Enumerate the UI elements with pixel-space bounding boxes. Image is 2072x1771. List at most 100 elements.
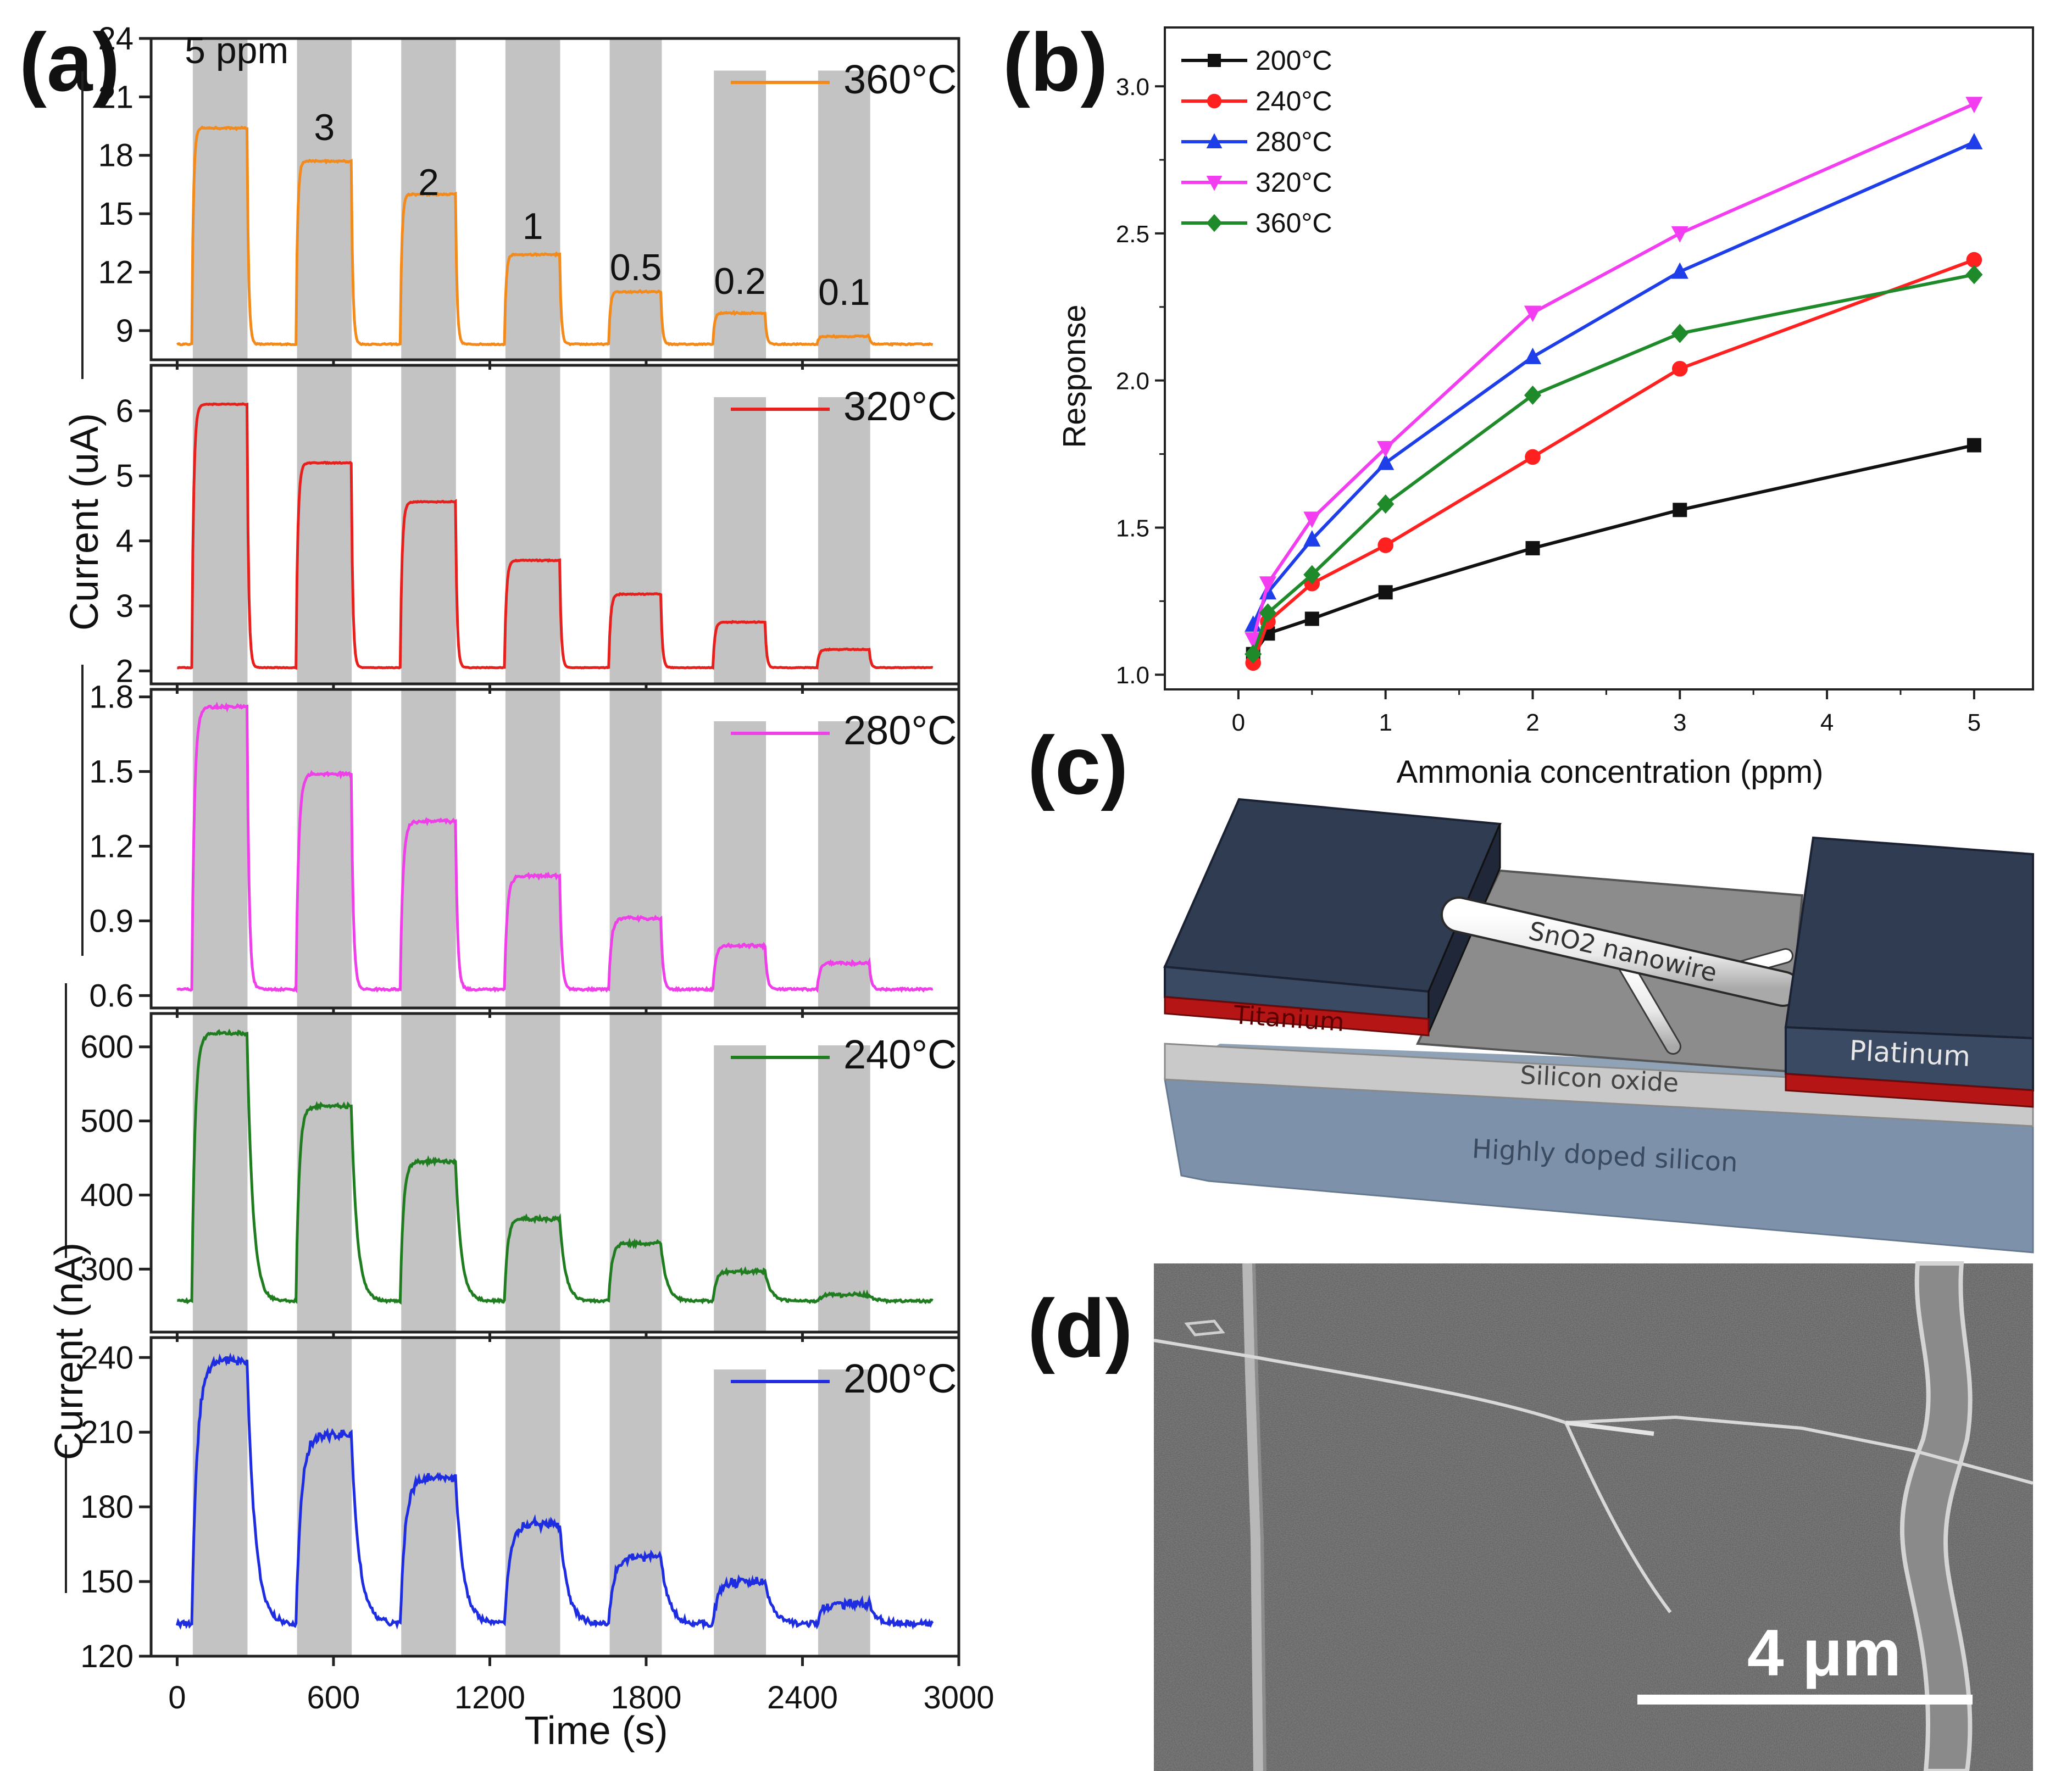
x-tick-label: 0: [1232, 709, 1245, 736]
y-tick-label: 1.5: [89, 754, 134, 790]
concentration-label: 0.2: [714, 260, 766, 302]
ylabel-current-na: Current (nA): [47, 1243, 91, 1460]
oxide-front: [1164, 1043, 2034, 1127]
subplot-200c: 120 150 180 210 240 200°C 0 600 1200 1800 2400 3000: [80, 1336, 995, 1716]
right-electrode-top: [1784, 836, 2034, 1040]
x-tick-label: 4: [1820, 709, 1834, 736]
data-point: [1673, 503, 1687, 517]
legend-label: 240°C: [843, 1032, 957, 1077]
y-tick-label: 1.5: [1116, 515, 1149, 542]
y-tick-label: 12: [98, 254, 134, 290]
nanowire-secondary: [1618, 948, 1793, 1055]
y-tick-label: 18: [98, 138, 134, 174]
data-point: [1377, 441, 1395, 458]
exposure-window: [297, 1013, 352, 1332]
exposure-window: [818, 70, 870, 360]
y-tick-label: 21: [98, 79, 134, 115]
data-point: [1525, 541, 1540, 555]
data-point: [1304, 611, 1319, 626]
y-tick-label: 300: [80, 1251, 134, 1287]
y-tick-label: 3: [116, 588, 134, 624]
y-tick-label: 15: [98, 196, 134, 232]
panel-c-device-schematic: (c) Highly doped silicon Silicon oxide T…: [1027, 719, 2034, 1254]
exposure-window: [401, 38, 456, 360]
sem-right-electrode: [1900, 1261, 1973, 1771]
y-tick-label: 1.0: [1116, 662, 1149, 689]
y-tick-label: 2.0: [1116, 368, 1149, 395]
data-point: [1303, 530, 1321, 547]
data-point: [1377, 537, 1393, 553]
y-tick-label: 600: [80, 1029, 134, 1065]
exposure-window: [714, 1369, 766, 1656]
y-tick-label: 5: [116, 458, 134, 494]
y-tick-label: 210: [80, 1414, 134, 1450]
y-tick-label: 1.8: [89, 680, 134, 715]
series-line-240c: [177, 1028, 934, 1305]
x-tick-label: 3: [1673, 709, 1686, 736]
x-tick-label: 1200: [454, 1680, 525, 1716]
data-point: [1671, 262, 1688, 279]
exposure-window: [505, 1013, 560, 1332]
exposure-window: [192, 1338, 248, 1656]
y-tick-label: 6: [116, 393, 134, 429]
panel-a-label: (a): [19, 16, 120, 108]
series-200c: 200°C: [1181, 45, 1981, 661]
exposure-window: [192, 1013, 248, 1332]
exposure-window: [609, 1013, 662, 1332]
exposure-window: [609, 365, 662, 684]
series-280c: 280°C: [1181, 126, 1983, 632]
ylabel-response: Response: [1057, 304, 1092, 448]
exposure-window: [192, 689, 248, 1008]
exposure-window: [609, 1338, 662, 1656]
legend-label: 280°C: [843, 708, 957, 753]
panel-c-label: (c): [1027, 719, 1128, 811]
y-tick-label: 4: [116, 523, 134, 559]
xlabel-time: Time (s): [524, 1709, 668, 1753]
series-line: [1251, 272, 1975, 655]
ylabel-current-ua: Current (uA): [63, 413, 107, 631]
y-tick-label: 0.9: [89, 903, 134, 939]
concentration-label: 3: [314, 107, 335, 148]
concentration-label: 2: [418, 161, 439, 203]
data-point: [1671, 226, 1688, 243]
series-320c: 320°C: [1181, 97, 1983, 649]
subplot-frame: [149, 364, 960, 686]
exposure-window: [401, 365, 456, 684]
exposure-window: [818, 721, 870, 1008]
y-tick-label: 150: [80, 1564, 134, 1600]
exposure-window: [505, 365, 560, 684]
data-point: [1965, 265, 1983, 285]
exposure-window: [714, 70, 766, 360]
exposure-window: [401, 1013, 456, 1332]
x-tick-label: 1800: [610, 1680, 681, 1716]
legend-marker: [1208, 54, 1221, 67]
x-tick-label: 3000: [923, 1680, 994, 1716]
legend-label: 280°C: [1256, 126, 1332, 157]
series-line-360c: [176, 125, 934, 347]
y-tick-label: 240: [80, 1340, 134, 1375]
plot-frame: [1164, 26, 2034, 690]
y-tick-label: 3.0: [1116, 74, 1149, 101]
legend-label: 200°C: [1256, 45, 1332, 76]
legend-label: 360°C: [843, 57, 957, 102]
y-tick-label: 0.6: [89, 978, 134, 1013]
exposure-window: [505, 38, 560, 360]
concentration-label: 1: [523, 205, 543, 247]
data-point: [1965, 97, 1983, 114]
legend-label: 200°C: [843, 1356, 957, 1401]
data-point: [1377, 453, 1395, 470]
data-point: [1525, 449, 1541, 465]
xlabel-ammonia: Ammonia concentration (ppm): [1397, 754, 1824, 790]
series-line-200c: [175, 1352, 934, 1631]
platinum-label: Platinum: [1848, 1034, 1971, 1072]
scale-bar-label: 4 μm: [1747, 1616, 1901, 1690]
exposure-window: [192, 38, 248, 360]
sem-nanowire-branch: [1564, 1422, 1672, 1613]
subplot-frame: [149, 1336, 960, 1658]
data-point: [1967, 438, 1981, 453]
subplot-280c: 0.6 0.9 1.2 1.5 1.8 280°C: [89, 680, 960, 1018]
x-tick-label: 0: [168, 1680, 186, 1716]
y-tick-label: 2: [116, 653, 134, 689]
